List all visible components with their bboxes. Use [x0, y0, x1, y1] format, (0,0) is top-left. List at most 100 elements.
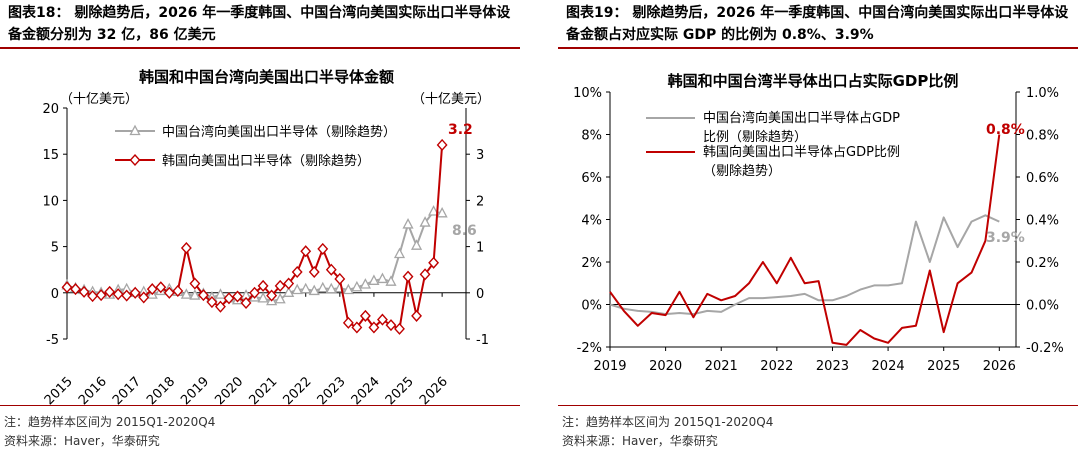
data-point-korea	[419, 268, 431, 281]
data-point-taiwan	[368, 274, 380, 285]
title-divider	[0, 47, 520, 49]
footer-divider	[558, 405, 1078, 406]
y-tick-label-right: 0.2%	[1026, 256, 1059, 271]
data-point-korea	[78, 285, 90, 298]
figure-panel-18: 图表18： 剔除趋势后，2026 年一季度韩国、中国台湾向美国实际出口半导体设备…	[0, 0, 520, 452]
x-tick-label: 2020	[212, 374, 246, 408]
data-point-korea	[206, 295, 218, 309]
end-label-korea: 3.2	[448, 122, 473, 138]
end-label-taiwan: 3.9%	[986, 230, 1025, 246]
data-point-taiwan	[393, 247, 406, 259]
data-point-korea	[325, 263, 337, 276]
data-source: 资料来源：Haver，华泰研究	[562, 434, 718, 448]
x-tick-label: 2023	[816, 359, 849, 374]
chart-title: 韩国和中国台湾半导体出口占实际GDP比例	[668, 72, 959, 90]
legend-label-line: （剔除趋势）	[703, 163, 781, 179]
plot-area: -5 0 5 10 15 20 -1 0 1 2 3 2015 2016 2017 2018 2019 2020…	[42, 102, 489, 408]
y-tick-label-right: 3	[476, 148, 484, 163]
data-point-korea	[428, 256, 440, 269]
data-point-korea	[257, 279, 269, 292]
x-tick-label: 2022	[760, 359, 793, 374]
y-tick-label-right: 0.6%	[1026, 171, 1059, 186]
data-point-korea	[95, 289, 107, 302]
y-tick-label-right: 1	[476, 241, 484, 256]
x-tick-label: 2015	[42, 374, 76, 408]
chart-left: -5 0 5 10 15 20 -1 0 1 2 3 2015 2016 2017 2018 2019 2020…	[42, 68, 490, 408]
x-tick-label: 2017	[110, 374, 144, 408]
data-source: 资料来源：Haver，华泰研究	[4, 434, 160, 448]
data-point-korea	[308, 265, 320, 279]
y-tick-label-right: 0.8%	[1026, 129, 1059, 144]
data-point-korea	[232, 290, 243, 303]
end-label-korea: 0.8%	[986, 122, 1025, 138]
data-point-korea	[61, 281, 73, 294]
data-point-korea	[112, 288, 124, 301]
data-point-korea	[138, 291, 150, 304]
data-point-taiwan	[214, 288, 227, 299]
x-tick-label: 2018	[144, 374, 178, 408]
legend-marker-taiwan	[129, 124, 141, 136]
legend: 中国台湾向美国出口半导体占GDP 比例（剔除趋势）韩国向美国出口半导体占GDP比例…	[646, 110, 900, 179]
legend-label-korea: 韩国向美国出口半导体（剔除趋势）	[162, 153, 370, 169]
end-label-taiwan: 8.6	[452, 223, 477, 239]
data-point-korea	[249, 286, 261, 299]
legend-label-line: 韩国向美国出口半导体占GDP比例	[703, 144, 900, 160]
data-point-korea	[163, 286, 175, 299]
y-tick-label-left: 10%	[573, 86, 602, 101]
data-point-korea	[121, 289, 133, 302]
data-point-taiwan	[359, 278, 371, 289]
chart-note: 注：趋势样本区间为 2015Q1-2020Q4	[4, 415, 216, 429]
plot-area: -2% 0% 2% 4% 6% 8% 10% -0.2% 0.0% 0.2% 0.4% 0.6% 0.8…	[573, 86, 1064, 374]
x-tick-label: 2021	[246, 374, 280, 408]
chart-right: -2% 0% 2% 4% 6% 8% 10% -0.2% 0.0% 0.2% 0.4% 0.6% 0.8…	[573, 72, 1064, 374]
y-tick-label-right: -1	[476, 333, 489, 348]
x-tick-label: 2025	[383, 374, 417, 408]
legend-label-korea: 韩国向美国出口半导体占GDP比例 （剔除趋势）	[703, 144, 900, 179]
y-tick-label-left: 6%	[581, 171, 602, 186]
data-point-taiwan	[274, 292, 286, 304]
data-point-taiwan	[376, 272, 389, 284]
data-point-taiwan	[291, 283, 303, 295]
data-point-taiwan	[428, 205, 440, 216]
x-tick-label: 2022	[281, 374, 315, 408]
data-point-korea	[368, 321, 380, 334]
data-point-taiwan	[419, 216, 431, 227]
data-point-taiwan	[300, 282, 312, 294]
chart-note: 注：趋势样本区间为 2015Q1-2020Q4	[562, 415, 774, 429]
data-point-korea	[180, 241, 192, 255]
data-point-taiwan	[351, 280, 363, 292]
data-point-korea	[411, 309, 422, 322]
data-point-korea	[87, 289, 99, 303]
data-point-korea	[351, 321, 363, 334]
y-tick-label-right: 2	[476, 194, 484, 209]
x-tick-label: 2024	[349, 374, 383, 408]
data-point-korea	[394, 322, 405, 335]
data-point-taiwan	[385, 275, 397, 286]
data-point-korea	[359, 309, 371, 322]
y-tick-label-right: 0.0%	[1026, 299, 1059, 314]
data-point-korea	[266, 289, 278, 302]
x-tick-label: 2019	[178, 374, 212, 408]
x-tick-label: 2026	[417, 374, 451, 408]
data-point-taiwan	[402, 218, 414, 229]
x-tick-label: 2023	[315, 374, 349, 408]
data-point-korea	[300, 245, 312, 258]
y-tick-label-right: -0.2%	[1026, 341, 1064, 356]
legend-label-line: 比例（剔除趋势）	[703, 129, 807, 145]
figure-title: 图表19： 剔除趋势后，2026 年一季度韩国、中国台湾向美国实际出口半导体设备…	[566, 5, 1069, 43]
data-point-korea	[215, 300, 226, 313]
x-tick-label: 2021	[705, 359, 738, 374]
y-tick-label-right: 0.4%	[1026, 214, 1059, 229]
x-tick-label: 2019	[593, 359, 626, 374]
data-point-korea	[377, 313, 388, 326]
data-point-taiwan	[257, 291, 269, 303]
data-point-korea	[197, 289, 209, 302]
y-tick-label-left: 2%	[581, 256, 602, 271]
data-point-korea	[334, 272, 346, 285]
x-tick-label: 2025	[927, 359, 960, 374]
data-point-korea	[342, 316, 354, 329]
y-tick-label-right: 1.0%	[1026, 86, 1059, 101]
data-point-taiwan	[317, 281, 329, 293]
data-point-korea	[240, 296, 252, 310]
data-point-korea	[385, 319, 397, 332]
